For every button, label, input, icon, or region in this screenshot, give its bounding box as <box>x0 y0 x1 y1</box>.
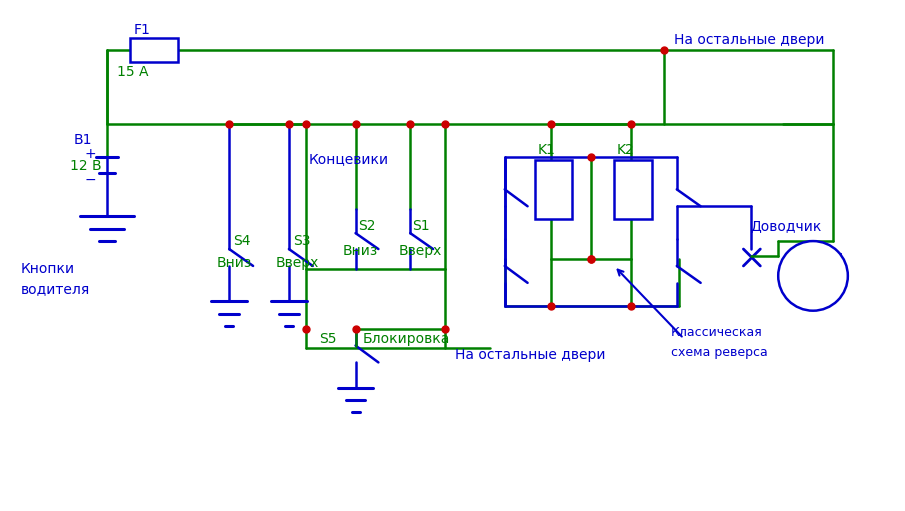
Text: водителя: водителя <box>20 282 90 296</box>
Text: X1: X1 <box>828 252 846 266</box>
Bar <box>129 38 177 62</box>
Text: K1: K1 <box>538 143 556 156</box>
Text: Вверх: Вверх <box>398 244 442 258</box>
Text: F1: F1 <box>134 23 150 37</box>
Text: +: + <box>84 147 96 160</box>
Text: Кнопки: Кнопки <box>20 262 74 276</box>
Text: На остальные двери: На остальные двери <box>455 349 605 362</box>
Text: Вниз: Вниз <box>216 256 252 270</box>
Text: Вверх: Вверх <box>276 256 319 270</box>
Text: S1: S1 <box>412 219 430 233</box>
Text: 15 А: 15 А <box>117 65 148 79</box>
Text: −: − <box>84 172 96 187</box>
Text: Доводчик: Доводчик <box>750 219 822 233</box>
Text: S4: S4 <box>233 234 251 248</box>
Text: K2: K2 <box>617 143 634 156</box>
Text: +: + <box>800 286 811 299</box>
Text: S5: S5 <box>319 332 337 345</box>
Circle shape <box>778 241 848 311</box>
Bar <box>614 159 652 219</box>
Text: 12 В: 12 В <box>70 159 101 174</box>
Text: схема реверса: схема реверса <box>671 346 767 359</box>
Text: Блокировка: Блокировка <box>363 332 450 345</box>
Text: На остальные двери: На остальные двери <box>674 33 824 47</box>
Text: S3: S3 <box>293 234 310 248</box>
Text: Классическая: Классическая <box>671 326 763 339</box>
Text: Вниз: Вниз <box>343 244 378 258</box>
Text: S2: S2 <box>358 219 376 233</box>
Text: B1: B1 <box>74 133 92 147</box>
Bar <box>535 159 572 219</box>
Text: Концевики: Концевики <box>309 152 389 167</box>
